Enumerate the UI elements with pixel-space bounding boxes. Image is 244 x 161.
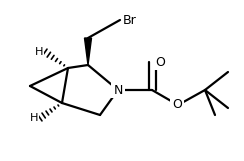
- Text: N: N: [113, 84, 123, 96]
- Text: O: O: [172, 99, 182, 112]
- Text: O: O: [155, 56, 165, 68]
- Text: Br: Br: [123, 14, 137, 27]
- Polygon shape: [84, 38, 92, 65]
- Text: H: H: [34, 47, 43, 57]
- Text: H: H: [30, 113, 38, 123]
